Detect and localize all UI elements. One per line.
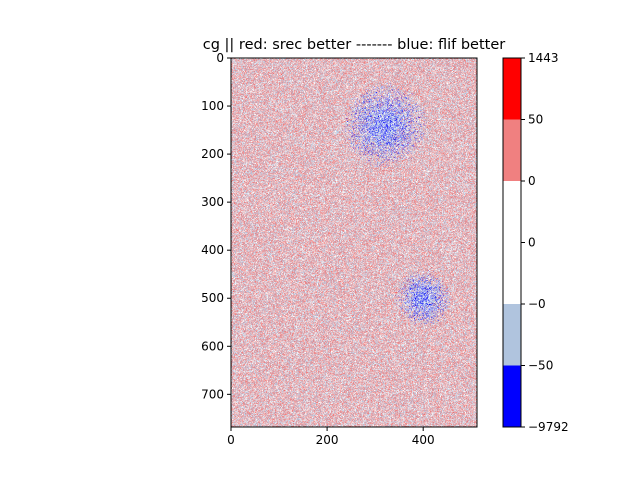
x-axis: 0 200 400 (227, 427, 435, 447)
x-tick-label: 200 (316, 433, 339, 447)
colorbar-tick-label: 1443 (528, 51, 559, 65)
x-tick-label: 400 (412, 433, 435, 447)
y-tick-label: 100 (201, 99, 224, 113)
x-tick-label: 0 (227, 433, 235, 447)
y-tick-label: 600 (201, 339, 224, 353)
colorbar-tick-label: 0 (528, 236, 536, 250)
plot-frame (230, 57, 478, 428)
y-tick-label: 700 (201, 387, 224, 401)
colorbar: −9792 −50 −0 0 0 50 1443 (502, 51, 569, 434)
colorbar-segment (503, 119, 521, 181)
heatmap-image (231, 58, 477, 427)
colorbar-tick-label: −9792 (528, 420, 569, 434)
y-tick-label: 200 (201, 147, 224, 161)
y-tick-label: 500 (201, 291, 224, 305)
y-tick-label: 0 (216, 51, 224, 65)
colorbar-tick-label: −0 (528, 297, 546, 311)
chart-title: cg || red: srec better ------- blue: fli… (203, 37, 505, 53)
colorbar-segment (503, 181, 521, 243)
colorbar-segment (503, 304, 521, 366)
colorbar-segment (503, 58, 521, 120)
y-tick-label: 300 (201, 195, 224, 209)
heatmap-plot-area (230, 57, 478, 428)
y-tick-label: 400 (201, 243, 224, 257)
colorbar-segment (503, 365, 521, 427)
colorbar-segment (503, 242, 521, 304)
colorbar-tick-label: −50 (528, 359, 553, 373)
colorbar-tick-label: 0 (528, 174, 536, 188)
y-axis: 0 100 200 300 400 500 600 700 (201, 51, 231, 401)
colorbar-tick-label: 50 (528, 113, 543, 127)
